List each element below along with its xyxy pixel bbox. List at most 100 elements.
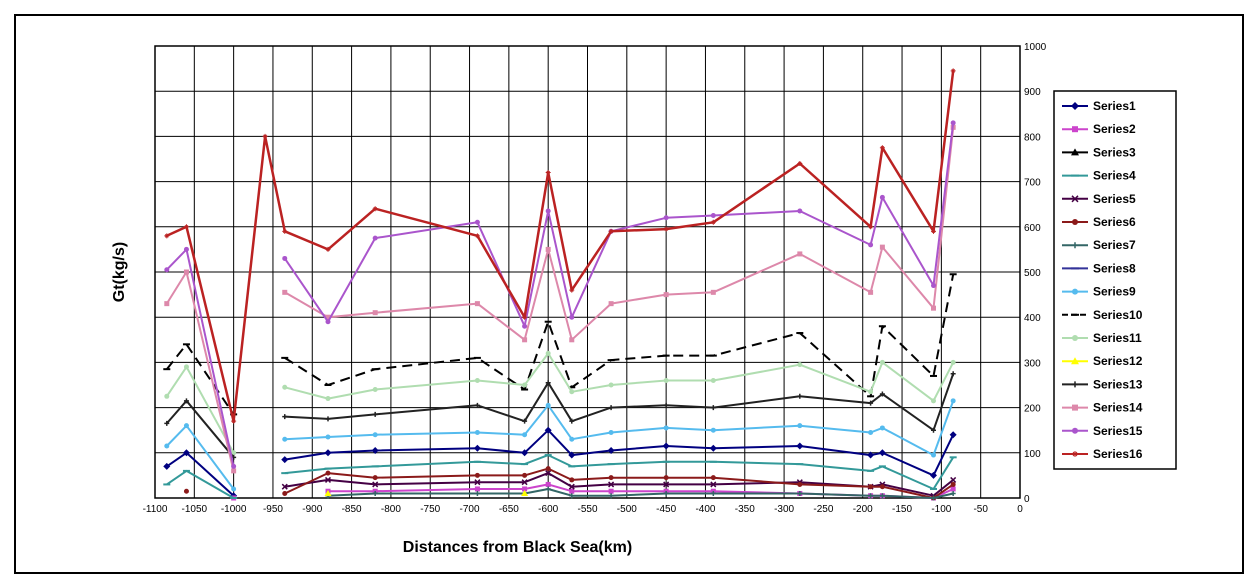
data-point-series-15	[325, 319, 331, 325]
data-point-series-15	[164, 267, 170, 273]
data-point-series-14	[663, 292, 669, 298]
y-tick-label: 300	[1024, 358, 1041, 369]
x-tick-label: -300	[774, 504, 794, 515]
data-point-series-13	[569, 418, 575, 424]
data-point-series-11	[522, 382, 528, 388]
data-point-series-15	[545, 208, 551, 214]
y-tick-label: 700	[1024, 178, 1041, 189]
data-point-series-15	[931, 283, 936, 289]
data-point-series-6	[325, 470, 331, 476]
data-point-series-13	[164, 420, 170, 426]
data-point-series-5	[568, 483, 575, 490]
data-point-series-13	[797, 393, 803, 399]
data-point-series-5	[281, 483, 288, 490]
data-point-series-11	[282, 384, 288, 390]
data-point-series-1	[930, 471, 937, 479]
line-chart: -1100 -1050 -1000 -950 -900 -850 -800 -750 -700-…	[111, 42, 1177, 556]
data-point-series-6	[183, 488, 189, 494]
legend-label: Series13	[1093, 377, 1143, 391]
x-tick-label: -1100	[143, 504, 168, 515]
data-point-series-2	[474, 486, 480, 492]
legend-label: Series10	[1093, 308, 1143, 322]
data-point-series-9	[474, 429, 480, 435]
data-point-series-1	[949, 431, 957, 439]
legend-label: Series9	[1093, 285, 1136, 299]
legend-label: Series16	[1093, 447, 1143, 461]
data-point-series-14	[710, 289, 716, 295]
data-point-series-1	[182, 449, 190, 457]
data-point-series-6	[569, 477, 575, 483]
x-tick-label: -350	[735, 504, 755, 515]
data-point-series-16	[372, 206, 378, 212]
y-tick-label: 200	[1024, 404, 1041, 415]
legend-label: Series6	[1093, 215, 1136, 229]
data-point-series-13	[710, 405, 716, 411]
data-point-series-1	[521, 449, 529, 457]
legend-marker	[1072, 126, 1078, 133]
data-point-series-12	[521, 489, 529, 496]
data-point-series-9	[950, 398, 956, 404]
data-point-series-16	[663, 226, 669, 232]
x-tick-label: -900	[302, 504, 322, 515]
x-tick-label: -950	[263, 504, 283, 515]
data-point-series-11	[474, 377, 480, 383]
data-point-series-6	[663, 475, 669, 481]
data-point-series-9	[931, 452, 936, 458]
series-line-16	[166, 70, 955, 423]
x-tick-label: -250	[813, 504, 833, 515]
data-point-series-6	[797, 481, 803, 487]
data-point-series-1	[544, 426, 552, 434]
x-tick-label: -200	[853, 504, 873, 515]
data-point-series-11	[931, 398, 936, 404]
data-point-series-2	[522, 486, 528, 492]
data-point-series-11	[797, 362, 803, 368]
legend-label: Series12	[1093, 354, 1143, 368]
data-point-series-11	[950, 359, 956, 365]
data-point-series-5	[545, 470, 552, 477]
data-point-series-7	[569, 493, 575, 499]
y-tick-label: 800	[1024, 132, 1041, 143]
data-point-series-6	[522, 472, 528, 478]
data-point-series-15	[282, 255, 288, 261]
x-tick-label: -1000	[221, 504, 247, 515]
data-point-series-1	[867, 451, 875, 459]
data-point-series-16	[183, 224, 189, 230]
data-point-series-7	[372, 490, 378, 496]
data-point-series-6	[868, 484, 874, 490]
data-point-series-1	[662, 442, 670, 450]
data-point-series-5	[324, 476, 332, 483]
x-tick-label: -850	[342, 504, 362, 515]
data-point-series-6	[545, 466, 551, 472]
data-point-series-16	[522, 314, 528, 320]
data-point-series-16	[710, 219, 716, 225]
legend-marker	[1072, 335, 1078, 341]
y-tick-label: 0	[1024, 494, 1030, 505]
data-point-series-13	[879, 391, 885, 397]
data-point-series-13	[183, 398, 189, 404]
data-point-series-9	[164, 443, 170, 449]
legend-label: Series5	[1093, 192, 1136, 206]
data-point-series-7	[931, 495, 936, 501]
data-point-series-11	[164, 393, 170, 399]
legend-label: Series15	[1093, 424, 1143, 438]
data-point-series-13	[545, 380, 551, 386]
legend-marker	[1072, 451, 1078, 457]
data-point-series-14	[879, 244, 885, 250]
data-point-series-11	[325, 396, 331, 402]
data-point-series-13	[868, 400, 874, 406]
data-point-series-15	[950, 120, 956, 126]
y-tick-label: 400	[1024, 313, 1041, 324]
data-point-series-16	[545, 170, 551, 176]
legend-marker	[1072, 219, 1078, 225]
legend-marker	[1072, 242, 1078, 249]
data-point-series-15	[868, 242, 874, 248]
data-point-series-16	[282, 228, 288, 234]
data-point-series-16	[262, 133, 268, 139]
chart-frame: -1100 -1050 -1000 -950 -900 -850 -800 -750 -700-…	[14, 14, 1244, 574]
x-tick-label: -450	[656, 504, 676, 515]
data-point-series-14	[474, 301, 480, 307]
data-point-series-15	[569, 314, 575, 320]
data-point-series-9	[545, 402, 551, 408]
data-point-series-1	[324, 449, 332, 457]
data-point-series-15	[879, 194, 885, 200]
